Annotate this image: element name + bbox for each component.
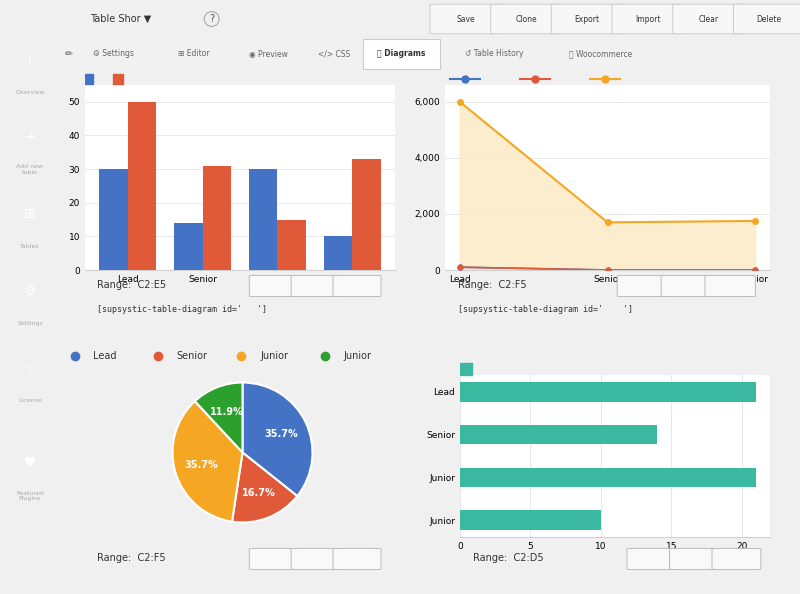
Text: Clone: Clone — [515, 14, 537, 24]
Text: 📊 Woocommerce: 📊 Woocommerce — [570, 49, 633, 58]
Text: Lead: Lead — [94, 351, 117, 361]
Bar — [460, 383, 756, 402]
FancyBboxPatch shape — [250, 276, 298, 296]
Text: Range:  C2:D5: Range: C2:D5 — [473, 553, 543, 563]
Text: Range:  C2:F5: Range: C2:F5 — [98, 553, 166, 563]
FancyBboxPatch shape — [71, 39, 156, 69]
FancyBboxPatch shape — [712, 548, 761, 570]
FancyBboxPatch shape — [291, 276, 339, 296]
Text: Clear: Clear — [698, 14, 718, 24]
FancyBboxPatch shape — [673, 4, 744, 34]
Text: License: License — [18, 399, 42, 403]
Wedge shape — [173, 401, 242, 522]
Text: Overview: Overview — [15, 90, 45, 94]
Bar — [202, 166, 231, 270]
Text: Junior: Junior — [343, 351, 371, 361]
Bar — [99, 169, 127, 270]
FancyBboxPatch shape — [490, 4, 562, 34]
Wedge shape — [242, 383, 313, 496]
Text: Table Shor ▼: Table Shor ▼ — [90, 14, 151, 24]
Text: Save: Save — [456, 14, 475, 24]
Text: Export: Export — [574, 14, 599, 24]
Text: Senior: Senior — [177, 351, 208, 361]
Bar — [174, 223, 202, 270]
FancyBboxPatch shape — [232, 39, 304, 69]
FancyBboxPatch shape — [627, 548, 676, 570]
Bar — [324, 236, 353, 270]
FancyBboxPatch shape — [443, 39, 546, 69]
Text: Range:  C2:E5: Range: C2:E5 — [98, 280, 166, 290]
Text: Add new
table: Add new table — [17, 164, 43, 175]
Bar — [460, 425, 658, 444]
FancyBboxPatch shape — [618, 276, 668, 296]
FancyBboxPatch shape — [705, 276, 755, 296]
Text: ⊞ Editor: ⊞ Editor — [178, 49, 210, 58]
Text: i: i — [28, 52, 32, 67]
Text: ↺ Table History: ↺ Table History — [465, 49, 524, 58]
Text: ⚙: ⚙ — [24, 284, 36, 298]
FancyBboxPatch shape — [612, 4, 683, 34]
Text: ?: ? — [209, 14, 214, 24]
FancyBboxPatch shape — [551, 4, 622, 34]
Bar — [249, 169, 278, 270]
Text: ◉ Preview: ◉ Preview — [249, 49, 287, 58]
FancyBboxPatch shape — [734, 4, 800, 34]
Bar — [127, 102, 156, 270]
Text: ♥: ♥ — [24, 456, 36, 470]
Bar — [460, 510, 601, 530]
FancyBboxPatch shape — [430, 4, 501, 34]
Bar — [353, 159, 381, 270]
Text: 35.7%: 35.7% — [184, 460, 218, 470]
Text: 16.7%: 16.7% — [242, 488, 275, 498]
FancyBboxPatch shape — [670, 548, 718, 570]
Text: ⊞: ⊞ — [24, 207, 36, 221]
Text: 35.7%: 35.7% — [265, 429, 298, 438]
Text: ⚙ Settings: ⚙ Settings — [94, 49, 134, 58]
Text: [supsystic-table-diagram id='    ']: [supsystic-table-diagram id=' '] — [458, 305, 633, 314]
Text: Junior: Junior — [260, 351, 288, 361]
Text: ☜: ☜ — [24, 361, 36, 375]
Text: +: + — [24, 129, 36, 144]
FancyBboxPatch shape — [158, 39, 229, 69]
FancyBboxPatch shape — [291, 548, 339, 570]
FancyBboxPatch shape — [307, 39, 361, 69]
FancyBboxPatch shape — [550, 39, 652, 69]
Text: </> CSS: </> CSS — [318, 49, 350, 58]
Wedge shape — [232, 453, 298, 523]
Text: Delete: Delete — [756, 14, 782, 24]
FancyBboxPatch shape — [333, 548, 381, 570]
Bar — [460, 467, 756, 487]
Text: 11.9%: 11.9% — [210, 407, 243, 417]
Text: Settings: Settings — [17, 321, 43, 326]
FancyBboxPatch shape — [333, 276, 381, 296]
FancyBboxPatch shape — [250, 548, 298, 570]
Text: [supsystic-table-diagram id='   ']: [supsystic-table-diagram id=' '] — [98, 305, 267, 314]
FancyBboxPatch shape — [661, 276, 711, 296]
Text: 📊 Diagrams: 📊 Diagrams — [378, 49, 426, 58]
Text: ✏: ✏ — [65, 49, 74, 59]
Bar — [278, 220, 306, 270]
FancyBboxPatch shape — [363, 39, 440, 69]
Wedge shape — [195, 383, 242, 453]
Text: Import: Import — [635, 14, 660, 24]
Text: Tables: Tables — [20, 244, 40, 249]
Text: Featured
Plugins: Featured Plugins — [16, 491, 44, 501]
Text: Range:  C2:F5: Range: C2:F5 — [458, 280, 526, 290]
